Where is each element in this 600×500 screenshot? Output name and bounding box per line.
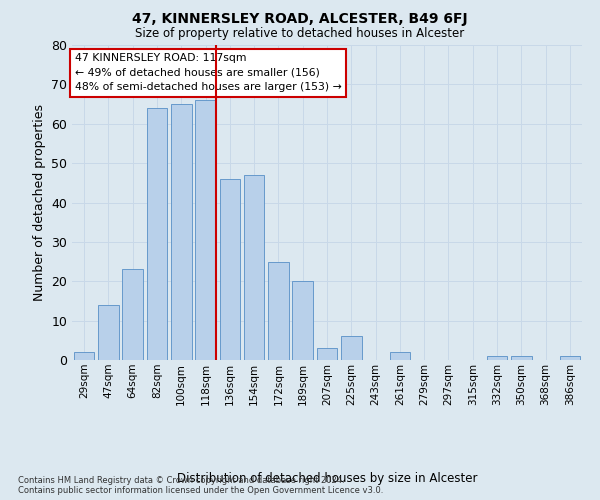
Text: 47, KINNERSLEY ROAD, ALCESTER, B49 6FJ: 47, KINNERSLEY ROAD, ALCESTER, B49 6FJ [132, 12, 468, 26]
Bar [341, 336, 362, 360]
Bar [317, 348, 337, 360]
Bar [268, 262, 289, 360]
Bar [511, 356, 532, 360]
Bar [122, 270, 143, 360]
Y-axis label: Number of detached properties: Number of detached properties [32, 104, 46, 301]
Bar [389, 352, 410, 360]
Bar [244, 175, 265, 360]
Bar [171, 104, 191, 360]
Bar [292, 281, 313, 360]
Bar [220, 179, 240, 360]
Text: 47 KINNERSLEY ROAD: 117sqm
← 49% of detached houses are smaller (156)
48% of sem: 47 KINNERSLEY ROAD: 117sqm ← 49% of deta… [74, 53, 341, 92]
Bar [195, 100, 216, 360]
Bar [146, 108, 167, 360]
Bar [98, 305, 119, 360]
Bar [74, 352, 94, 360]
X-axis label: Distribution of detached houses by size in Alcester: Distribution of detached houses by size … [177, 472, 477, 484]
Text: Contains HM Land Registry data © Crown copyright and database right 2024.
Contai: Contains HM Land Registry data © Crown c… [18, 476, 383, 495]
Bar [560, 356, 580, 360]
Bar [487, 356, 508, 360]
Text: Size of property relative to detached houses in Alcester: Size of property relative to detached ho… [136, 28, 464, 40]
